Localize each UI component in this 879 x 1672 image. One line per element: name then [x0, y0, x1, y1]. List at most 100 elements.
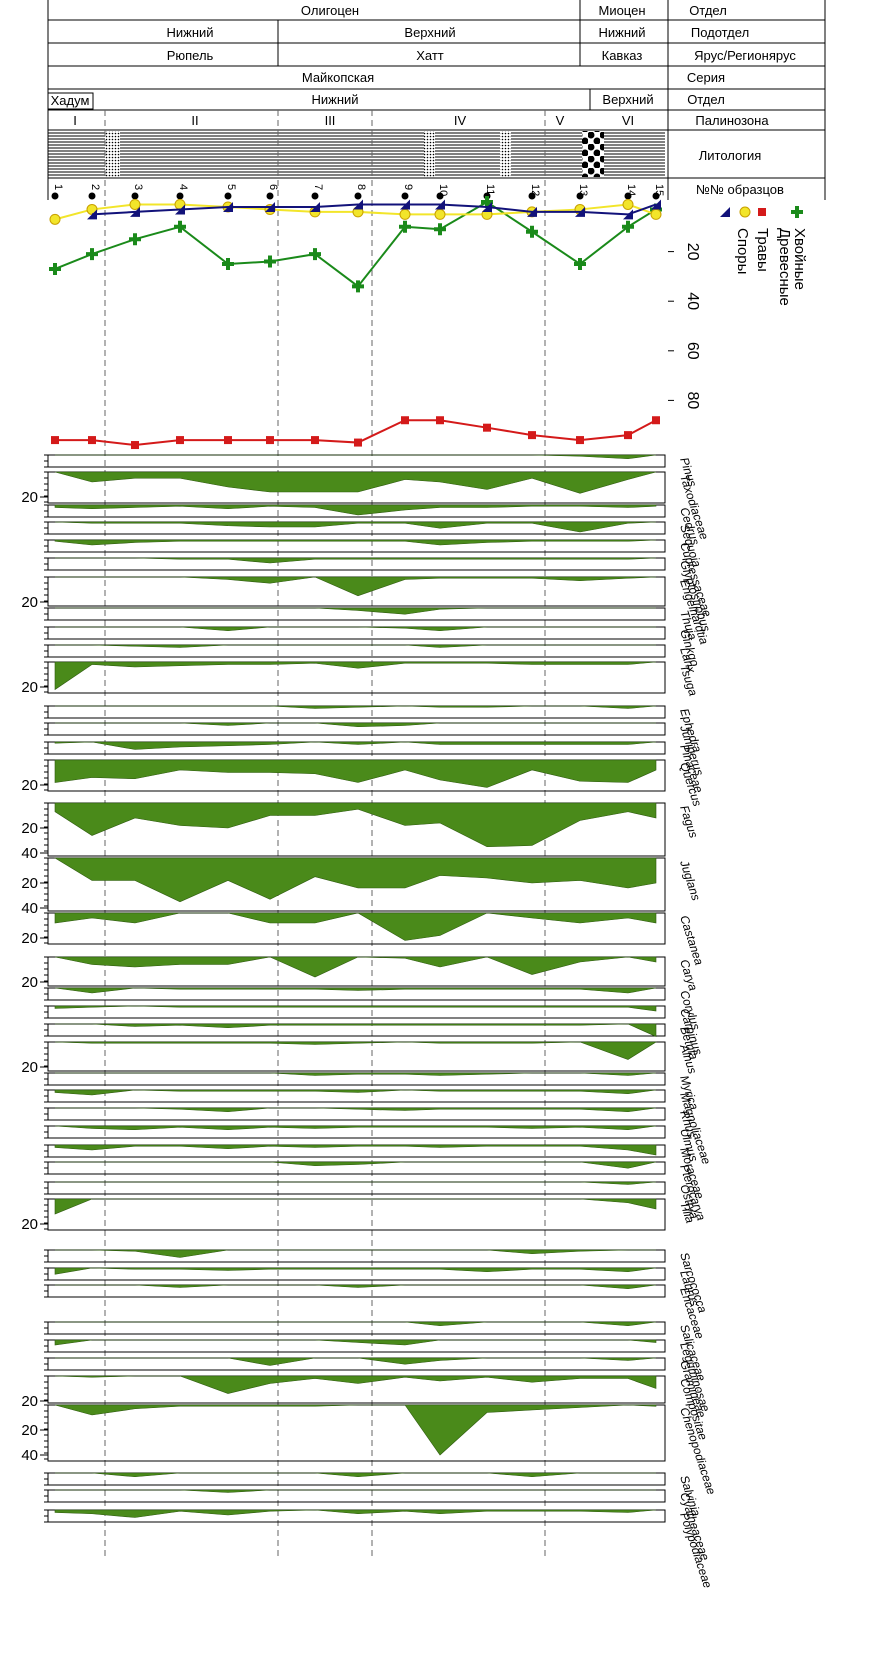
tick-label: 20: [21, 1059, 38, 1076]
header-cell: Ярус/Регионярус: [694, 48, 796, 63]
tick-label: 20: [21, 875, 38, 892]
series-line: [91, 203, 657, 216]
marker: [49, 262, 61, 275]
y-tick-label: 80: [684, 392, 701, 410]
header-cell: Нижний: [166, 25, 213, 40]
marker: [435, 199, 445, 210]
taxon-area: [54, 1005, 657, 1012]
marker: [264, 255, 276, 268]
sample-number: 2: [89, 184, 101, 190]
marker: [311, 436, 319, 445]
taxon-area: [54, 987, 657, 994]
legend-label: Травы: [754, 228, 771, 272]
tick-label: 20: [21, 1393, 38, 1410]
taxon-area: [54, 802, 657, 848]
header-cell: Нижний: [598, 25, 645, 40]
marker: [354, 438, 362, 447]
y-tick-label: 20: [684, 243, 701, 261]
taxon-area: [55, 1321, 657, 1327]
taxon-area: [54, 471, 657, 494]
marker: [88, 436, 96, 445]
marker: [481, 196, 493, 208]
sample-number: 9: [402, 184, 414, 190]
header-cell: Серия: [687, 70, 725, 85]
taxon-area: [55, 607, 656, 615]
panel: [47, 1041, 666, 1072]
taxon-area: [55, 1181, 657, 1185]
marker: [352, 280, 364, 293]
panel: [47, 1489, 666, 1503]
header-cell: Верхний: [404, 25, 455, 40]
sample-number: 1: [52, 184, 64, 190]
marker: [574, 258, 586, 270]
taxon-area: [54, 741, 657, 750]
taxon-area: [54, 1041, 658, 1060]
panel: [47, 644, 666, 658]
tick-label: 20: [21, 489, 38, 506]
header-cell: Подотдел: [691, 25, 749, 40]
taxon-area: [55, 1072, 657, 1076]
y-tick-label: 60: [684, 342, 701, 360]
header-cell: Палинозона: [695, 113, 769, 128]
panel: [47, 1267, 666, 1281]
marker: [436, 416, 444, 425]
zone: IV: [454, 113, 467, 128]
marker: [87, 209, 97, 220]
panel: [47, 1072, 666, 1086]
header-cell: Отдел: [689, 3, 727, 18]
sample-dot: [436, 192, 444, 200]
panel: [47, 1198, 666, 1231]
legend-marker: [739, 206, 751, 218]
taxon-area: [54, 1144, 657, 1156]
taxon-area: [55, 454, 657, 460]
taxon-area: [55, 1472, 656, 1478]
sample-dot: [311, 192, 319, 200]
taxon-area: [55, 576, 657, 597]
taxon-name: Tilia: [677, 1200, 697, 1225]
tick-label: 40: [21, 845, 38, 862]
header-grid: [47, 0, 826, 200]
tick-label: 20: [21, 679, 38, 696]
marker: [652, 416, 660, 425]
marker: [399, 220, 411, 233]
panel: [47, 454, 666, 468]
marker: [129, 198, 141, 210]
sample-dot: [224, 192, 232, 200]
marker: [130, 206, 140, 217]
legend-marker: [720, 207, 730, 217]
marker: [310, 201, 320, 212]
taxon-area: [54, 912, 657, 941]
taxon-area: [55, 1249, 656, 1258]
marker: [223, 201, 233, 212]
marker: [174, 220, 186, 233]
panel: [47, 626, 666, 640]
panel: [47, 1144, 666, 1158]
marker: [399, 208, 411, 220]
header-cell: №№ образцов: [696, 182, 784, 197]
marker: [622, 220, 634, 233]
tick-label: 20: [21, 930, 38, 947]
taxon-area: [55, 557, 657, 564]
taxon-area: [54, 539, 657, 546]
header-cell: Хадум: [51, 93, 90, 108]
sample-number: 3: [132, 184, 144, 190]
taxon-area: [55, 1284, 657, 1290]
panel: [47, 1404, 666, 1462]
header-cell: Кавказ: [602, 48, 643, 63]
lithology: [48, 131, 665, 177]
sample-dot: [131, 192, 139, 200]
taxon-area: [54, 1267, 657, 1275]
marker: [651, 199, 661, 210]
taxon-area: [53, 857, 657, 903]
sample-number: 11: [484, 184, 496, 195]
tick-label: 40: [21, 900, 38, 917]
panel: [47, 557, 666, 571]
sample-number: 7: [312, 184, 324, 190]
zone: V: [556, 113, 565, 128]
header-cell: Нижний: [311, 92, 358, 107]
taxon-area: [54, 504, 657, 516]
sample-dot: [266, 192, 274, 200]
marker: [86, 248, 98, 261]
taxon-area: [54, 759, 657, 788]
panel: [47, 705, 666, 719]
